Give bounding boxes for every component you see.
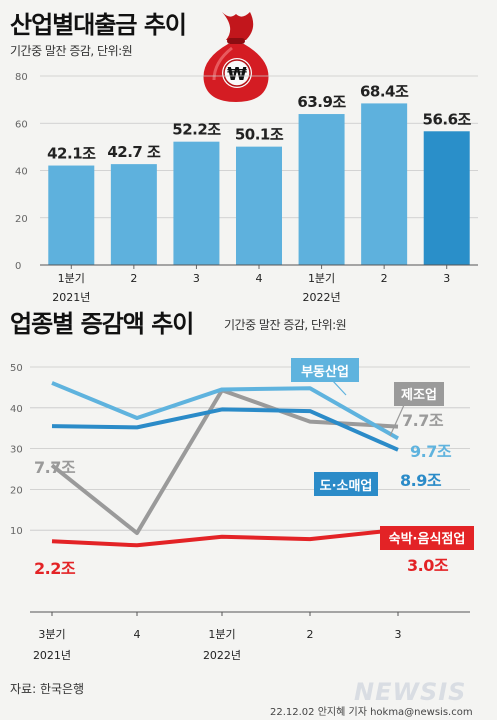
series-tag-label: 도·소매업 xyxy=(320,479,373,494)
line-y-tick-label: 40 xyxy=(10,404,23,415)
bar-chart-x-ticks: 1분기 2 3 4 1분기 2 3 2021년 2022년 xyxy=(40,264,478,304)
bar-y-tick-label: 40 xyxy=(15,167,28,178)
line-x-tick-label: 2 xyxy=(307,628,314,641)
bar xyxy=(423,131,470,265)
series-tag-box xyxy=(291,358,359,382)
line-series-2 xyxy=(50,388,399,536)
bar-x-group-label: 2022년 xyxy=(303,291,341,304)
byline: 22.12.02 안지혜 기자 hokma@newsis.com xyxy=(270,707,473,718)
bar-x-tick-label: 4 xyxy=(256,272,263,285)
won-symbol: ₩ xyxy=(227,64,247,85)
bar-x-tick-label: 3 xyxy=(193,272,200,285)
bar-chart-bars xyxy=(48,103,470,265)
bar-chart-y-ticks: 0 20 40 60 80 xyxy=(15,72,28,272)
bar xyxy=(48,165,95,265)
line-chart-x-ticks: 3분기 4 1분기 2 3 2021년 2022년 xyxy=(33,612,402,662)
line-x-tick-label: 1분기 xyxy=(208,628,235,641)
bar xyxy=(110,164,157,265)
bar-x-tick-label: 1분기 xyxy=(308,272,335,285)
series-tag-label: 숙박·음식점업 xyxy=(389,531,466,547)
bar-y-tick-label: 80 xyxy=(15,72,28,83)
bar-value-label: 68.4조 xyxy=(360,82,409,100)
line-y-tick-label: 20 xyxy=(10,485,23,496)
money-bag-icon: ₩ xyxy=(203,12,269,102)
bar-value-label: 63.9조 xyxy=(297,93,346,111)
bar-x-tick-label: 2 xyxy=(381,272,388,285)
bar-y-tick-label: 0 xyxy=(15,261,21,272)
bottom-chart-subtitle: 기간중 말잔 증감, 단위:원 xyxy=(224,318,347,332)
bar-y-tick-label: 20 xyxy=(15,214,28,225)
top-chart-title: 산업별대출금 추이 xyxy=(10,11,187,39)
bar xyxy=(361,103,408,265)
source-note: 자료: 한국은행 xyxy=(10,682,85,696)
series-tag-leader xyxy=(389,404,405,437)
bar-x-group-label: 2021년 xyxy=(52,291,90,304)
bar-value-label: 42.7 조 xyxy=(107,143,161,161)
line-series-0 xyxy=(51,381,399,441)
newsis-logo: NEWSIS xyxy=(354,678,467,706)
bar-value-label: 42.1조 xyxy=(47,145,96,163)
bar xyxy=(298,114,345,265)
line-y-tick-label: 50 xyxy=(10,363,23,374)
series-tag-box xyxy=(394,382,444,406)
bar-x-tick-label: 2 xyxy=(130,272,137,285)
bottom-chart-title: 업종별 증감액 추이 xyxy=(10,310,194,338)
series-tag-label: 부동산업 xyxy=(301,364,349,380)
line-x-group-label: 2021년 xyxy=(33,649,71,662)
bar-value-label: 52.2조 xyxy=(172,121,221,139)
line-x-tick-label: 4 xyxy=(134,628,141,641)
line-x-tick-label: 3 xyxy=(395,628,402,641)
series-value-label: 7.7조 xyxy=(402,411,444,430)
line-series-1 xyxy=(51,407,399,452)
series-value-label: 3.0조 xyxy=(407,556,449,575)
line-y-tick-label: 10 xyxy=(10,526,23,537)
line-series-3 xyxy=(51,527,399,548)
series-tag-box xyxy=(314,472,378,496)
line-x-group-label: 2022년 xyxy=(203,649,241,662)
bar xyxy=(173,141,220,265)
bar-chart-value-labels: 42.1조 42.7 조 52.2조 50.1조 63.9조 68.4조 56.6조 xyxy=(47,82,472,163)
bar-x-tick-label: 3 xyxy=(443,272,450,285)
bar-y-tick-label: 60 xyxy=(15,119,28,130)
top-chart-subtitle: 기간중 말잔 증감, 단위:원 xyxy=(10,44,133,58)
line-chart-series xyxy=(50,381,399,548)
series-tag-label: 제조업 xyxy=(401,388,437,403)
series-value-label: 7.7조 xyxy=(34,458,76,477)
bar-x-tick-label: 1분기 xyxy=(58,272,85,285)
bar-value-label: 50.1조 xyxy=(235,126,284,144)
line-x-tick-label: 3분기 xyxy=(38,628,65,641)
series-tag-leader xyxy=(331,379,347,396)
bar-value-label: 56.6조 xyxy=(423,110,472,128)
line-y-tick-label: 30 xyxy=(10,445,23,456)
line-chart-y-ticks: 10 20 30 40 50 xyxy=(10,363,23,537)
series-value-label: 2.2조 xyxy=(34,559,76,578)
bar xyxy=(236,146,282,265)
series-value-label: 9.7조 xyxy=(410,442,452,461)
series-tag-box xyxy=(380,526,474,550)
series-value-label: 8.9조 xyxy=(400,471,442,490)
